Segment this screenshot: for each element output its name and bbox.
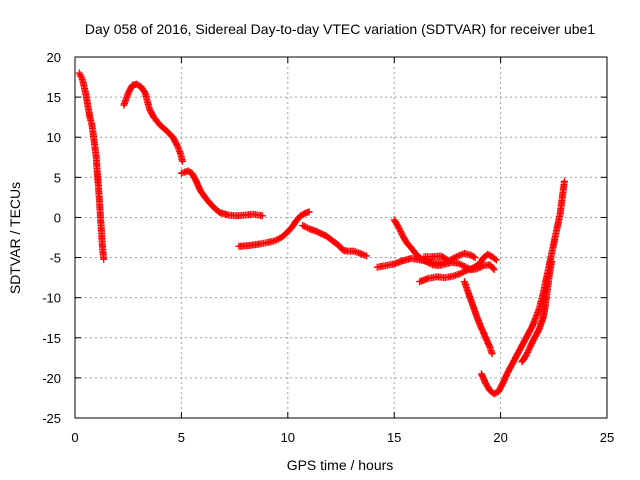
data-point [274, 235, 282, 243]
data-point [523, 350, 531, 358]
data-segment [120, 80, 186, 165]
data-point [363, 252, 370, 260]
data-point [299, 222, 307, 229]
data-point [527, 341, 535, 349]
data-point [526, 342, 534, 350]
data-point [427, 260, 435, 268]
data-point [258, 212, 266, 220]
data-point [273, 236, 281, 244]
data-point [454, 259, 462, 267]
data-point [173, 141, 181, 149]
data-point [454, 252, 462, 260]
chart-title: Day 058 of 2016, Sidereal Day-to-day VTE… [85, 21, 595, 37]
data-point [490, 266, 498, 274]
data-point [442, 255, 450, 263]
data-point [470, 253, 478, 261]
data-segment [299, 222, 370, 260]
x-tick-label: 10 [281, 430, 295, 445]
data-point [100, 255, 108, 263]
data-segment [460, 278, 496, 358]
data-point [492, 256, 500, 264]
data-point [75, 69, 83, 77]
data-point [456, 270, 464, 278]
data-point [457, 261, 465, 269]
data-points [75, 69, 568, 398]
data-point [458, 269, 466, 277]
data-point [452, 253, 460, 261]
data-point [548, 258, 556, 266]
data-point [302, 223, 310, 231]
y-tick-label: 0 [54, 210, 61, 225]
y-tick-label: -15 [42, 331, 61, 346]
data-point [459, 268, 467, 276]
data-segment [518, 258, 556, 366]
x-tick-label: 15 [387, 430, 401, 445]
x-tick-label: 20 [493, 430, 507, 445]
plot-frame [74, 56, 608, 419]
data-point [396, 226, 404, 234]
data-point [179, 157, 186, 165]
data-point [443, 256, 451, 264]
data-point [522, 351, 530, 359]
data-point [525, 345, 533, 353]
x-tick-label: 25 [600, 430, 614, 445]
y-tick-label: 15 [47, 90, 61, 105]
x-tick-label: 0 [71, 430, 78, 445]
data-point [524, 347, 532, 355]
data-point [271, 237, 279, 245]
data-point [526, 344, 534, 352]
data-point [489, 264, 497, 272]
y-tick-label: 5 [54, 170, 61, 185]
y-tick-label: -10 [42, 291, 61, 306]
data-segment [420, 252, 451, 264]
data-point [459, 262, 467, 270]
data-point [305, 208, 313, 216]
data-point [304, 224, 311, 232]
data-point [461, 267, 469, 275]
data-point [78, 74, 86, 82]
data-point [361, 251, 369, 259]
data-segment [416, 250, 500, 286]
y-tick-label: 20 [47, 50, 61, 65]
data-point [471, 254, 479, 262]
x-tick-label: 5 [178, 430, 185, 445]
x-axis-title: GPS time / hours [287, 457, 394, 473]
data-point [174, 145, 182, 152]
data-segment [75, 69, 108, 263]
data-point [560, 177, 568, 185]
data-point [488, 350, 496, 358]
y-tick-label: -20 [42, 371, 61, 386]
data-point [300, 222, 308, 230]
data-point [524, 348, 532, 356]
data-segment [235, 208, 313, 250]
data-point [491, 255, 499, 263]
y-tick-label: -25 [42, 411, 61, 426]
y-axis-title: SDTVAR / TECUs [7, 182, 23, 294]
data-segment [477, 177, 568, 398]
data-point [456, 260, 464, 268]
data-point [395, 225, 403, 232]
axis-ticks [74, 56, 608, 419]
grid [75, 57, 607, 418]
data-point [77, 72, 85, 80]
data-segment [177, 167, 266, 220]
tick-labels: 0 5 10 15 20 25 -25 -20 -15 -10 -5 0 5 10 15 20 [42, 50, 614, 445]
y-tick-label: 10 [47, 130, 61, 145]
y-tick-label: -5 [49, 251, 61, 266]
data-point [425, 259, 433, 267]
